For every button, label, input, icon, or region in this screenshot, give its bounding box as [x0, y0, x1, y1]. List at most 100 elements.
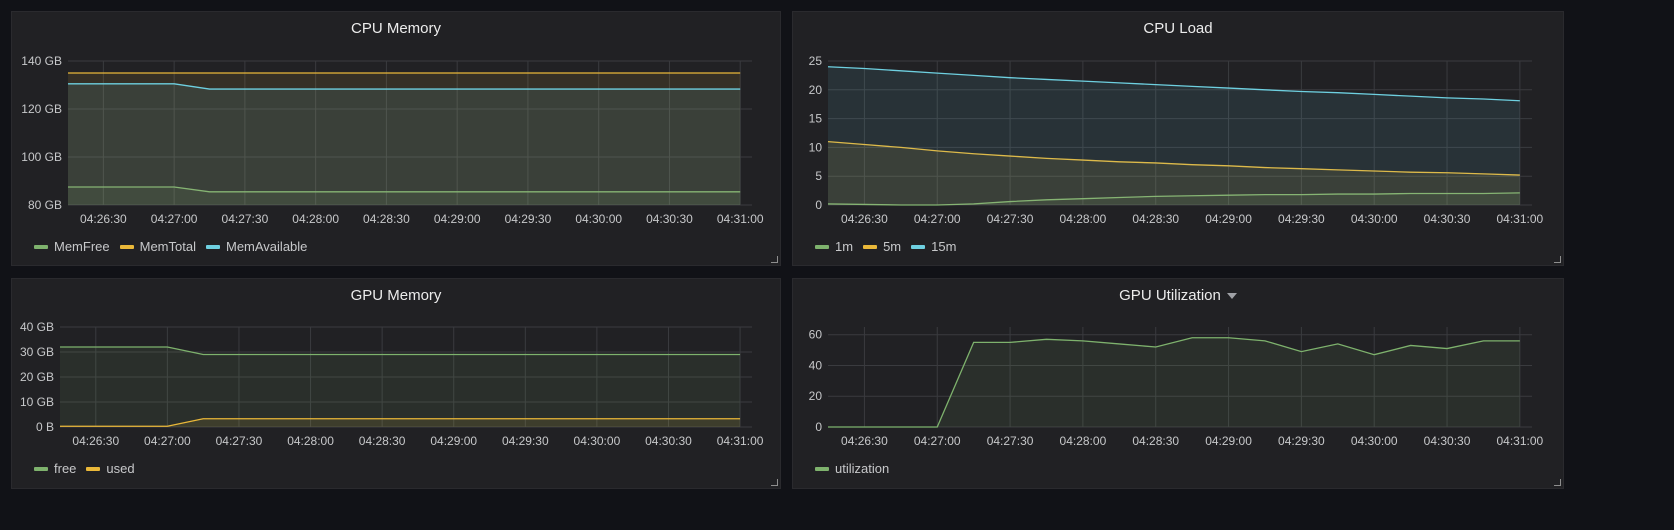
legend-swatch — [34, 466, 48, 471]
y-tick-label: 15 — [809, 112, 823, 126]
resize-handle[interactable] — [1554, 256, 1561, 263]
x-tick-label: 04:26:30 — [841, 434, 888, 448]
x-tick-label: 04:31:00 — [1497, 212, 1544, 226]
legend: utilization — [815, 461, 889, 476]
x-tick-label: 04:31:00 — [1497, 434, 1544, 448]
x-tick-label: 04:28:30 — [1132, 434, 1179, 448]
legend-item[interactable]: free — [34, 461, 76, 476]
series-line — [68, 83, 741, 90]
legend-item[interactable]: used — [86, 461, 135, 476]
series-line — [827, 140, 1520, 176]
series-area — [60, 418, 741, 427]
legend-item[interactable]: utilization — [815, 461, 889, 476]
panel-title[interactable]: CPU Memory — [350, 20, 441, 37]
x-tick-label: 04:27:30 — [987, 434, 1034, 448]
resize-handle[interactable] — [1554, 479, 1561, 486]
y-tick-label: 40 GB — [20, 320, 54, 334]
legend: 1m 5m 15m — [815, 239, 956, 254]
legend-label: MemTotal — [139, 239, 196, 254]
y-tick-label: 20 GB — [20, 370, 54, 384]
series-area — [68, 73, 741, 205]
y-tick-label: 25 — [809, 54, 823, 68]
legend-swatch — [815, 244, 829, 249]
panel-title[interactable]: CPU Load — [1143, 20, 1213, 37]
panel-gpu-memory: GPU Memory 0 B 10 GB 20 GB 30 GB 40 GB 04:26:… — [11, 278, 781, 489]
x-tick-label: 04:28:30 — [363, 212, 410, 226]
x-tick-label: 04:27:00 — [151, 212, 198, 226]
y-tick-label: 10 GB — [20, 395, 54, 409]
x-tick-label: 04:30:30 — [1424, 434, 1471, 448]
chevron-down-icon[interactable] — [1226, 293, 1237, 300]
legend-item[interactable]: MemAvailable — [205, 239, 307, 254]
series-area — [828, 141, 1520, 205]
x-tick-label: 04:27:00 — [914, 434, 961, 448]
y-tick-label: 20 — [809, 83, 823, 97]
legend: free used — [34, 461, 135, 476]
series-line — [828, 337, 1520, 428]
y-tick-label: 30 GB — [20, 345, 54, 359]
legend-item[interactable]: 15m — [911, 239, 956, 254]
legend-swatch — [815, 466, 829, 471]
panel-gpu-utilization: GPU Utilization 0 20 40 60 04:26:30 04:27:00 0… — [792, 278, 1564, 489]
y-tick-label: 140 GB — [21, 54, 62, 68]
chart: 0 5 10 15 20 25 04:26:30 04:27:00 04:27:30 04:28:… — [809, 54, 1544, 226]
x-tick-label: 04:27:00 — [914, 212, 961, 226]
series-area — [828, 337, 1520, 427]
series-line — [827, 66, 1520, 102]
y-tick-label: 40 — [809, 358, 823, 372]
resize-handle[interactable] — [771, 256, 778, 263]
series-area — [828, 66, 1520, 205]
series-area — [60, 347, 741, 427]
y-tick-label: 60 — [809, 328, 823, 342]
legend-label: 5m — [883, 239, 902, 254]
legend-label: free — [54, 461, 77, 476]
legend-label: MemFree — [54, 239, 110, 254]
x-tick-label: 04:27:30 — [216, 434, 263, 448]
x-tick-label: 04:30:30 — [646, 212, 693, 226]
legend-label: used — [106, 461, 135, 476]
series-area — [828, 192, 1520, 205]
y-tick-label: 0 — [815, 198, 822, 212]
x-tick-label: 04:29:30 — [505, 212, 552, 226]
x-tick-label: 04:27:30 — [222, 212, 269, 226]
legend-swatch — [863, 244, 878, 249]
x-tick-label: 04:30:30 — [645, 434, 692, 448]
x-tick-label: 04:27:00 — [144, 434, 191, 448]
panel-title[interactable]: GPU Utilization — [793, 287, 1563, 304]
x-tick-label: 04:28:00 — [1060, 434, 1107, 448]
panel-cpu-load: CPU Load 0 5 10 15 20 25 04:26:30 04:27:00 04:27… — [792, 11, 1564, 266]
y-tick-label: 0 B — [36, 420, 54, 434]
x-tick-label: 04:29:00 — [430, 434, 477, 448]
x-tick-label: 04:30:00 — [575, 212, 622, 226]
chart: 80 GB 100 GB 120 GB 140 GB 04:26:30 04:27:00 0… — [21, 54, 764, 226]
x-tick-label: 04:30:00 — [1351, 212, 1398, 226]
chart: 0 B 10 GB 20 GB 30 GB 40 GB 04:26:30 04:27:00 0… — [20, 320, 764, 448]
series-line — [827, 192, 1520, 206]
legend-swatch — [86, 466, 101, 471]
x-tick-label: 04:29:00 — [434, 212, 481, 226]
grid — [60, 326, 752, 428]
y-tick-label: 5 — [815, 169, 822, 183]
chart: 0 20 40 60 04:26:30 04:27:00 04:27:30 04:28:00 0… — [809, 327, 1544, 448]
grid — [828, 327, 1532, 428]
series-line — [68, 186, 741, 193]
x-tick-label: 04:31:00 — [717, 212, 764, 226]
legend-item[interactable]: 5m — [863, 239, 901, 254]
y-tick-label: 80 GB — [28, 198, 62, 212]
legend-item[interactable]: MemTotal — [119, 239, 196, 254]
series-line — [60, 418, 741, 427]
x-tick-label: 04:29:00 — [1205, 212, 1252, 226]
legend-item[interactable]: MemFree — [34, 239, 110, 254]
legend-item[interactable]: 1m — [815, 239, 853, 254]
x-tick-label: 04:28:00 — [1060, 212, 1107, 226]
panel-title[interactable]: GPU Memory — [350, 287, 442, 304]
x-tick-label: 04:28:30 — [1132, 212, 1179, 226]
legend-label: 1m — [835, 239, 854, 254]
resize-handle[interactable] — [771, 479, 778, 486]
x-tick-label: 04:26:30 — [80, 212, 127, 226]
legend-label: utilization — [835, 461, 890, 476]
x-tick-label: 04:27:30 — [987, 212, 1034, 226]
x-tick-label: 04:28:00 — [287, 434, 334, 448]
y-tick-label: 100 GB — [21, 150, 62, 164]
x-tick-label: 04:30:30 — [1424, 212, 1471, 226]
